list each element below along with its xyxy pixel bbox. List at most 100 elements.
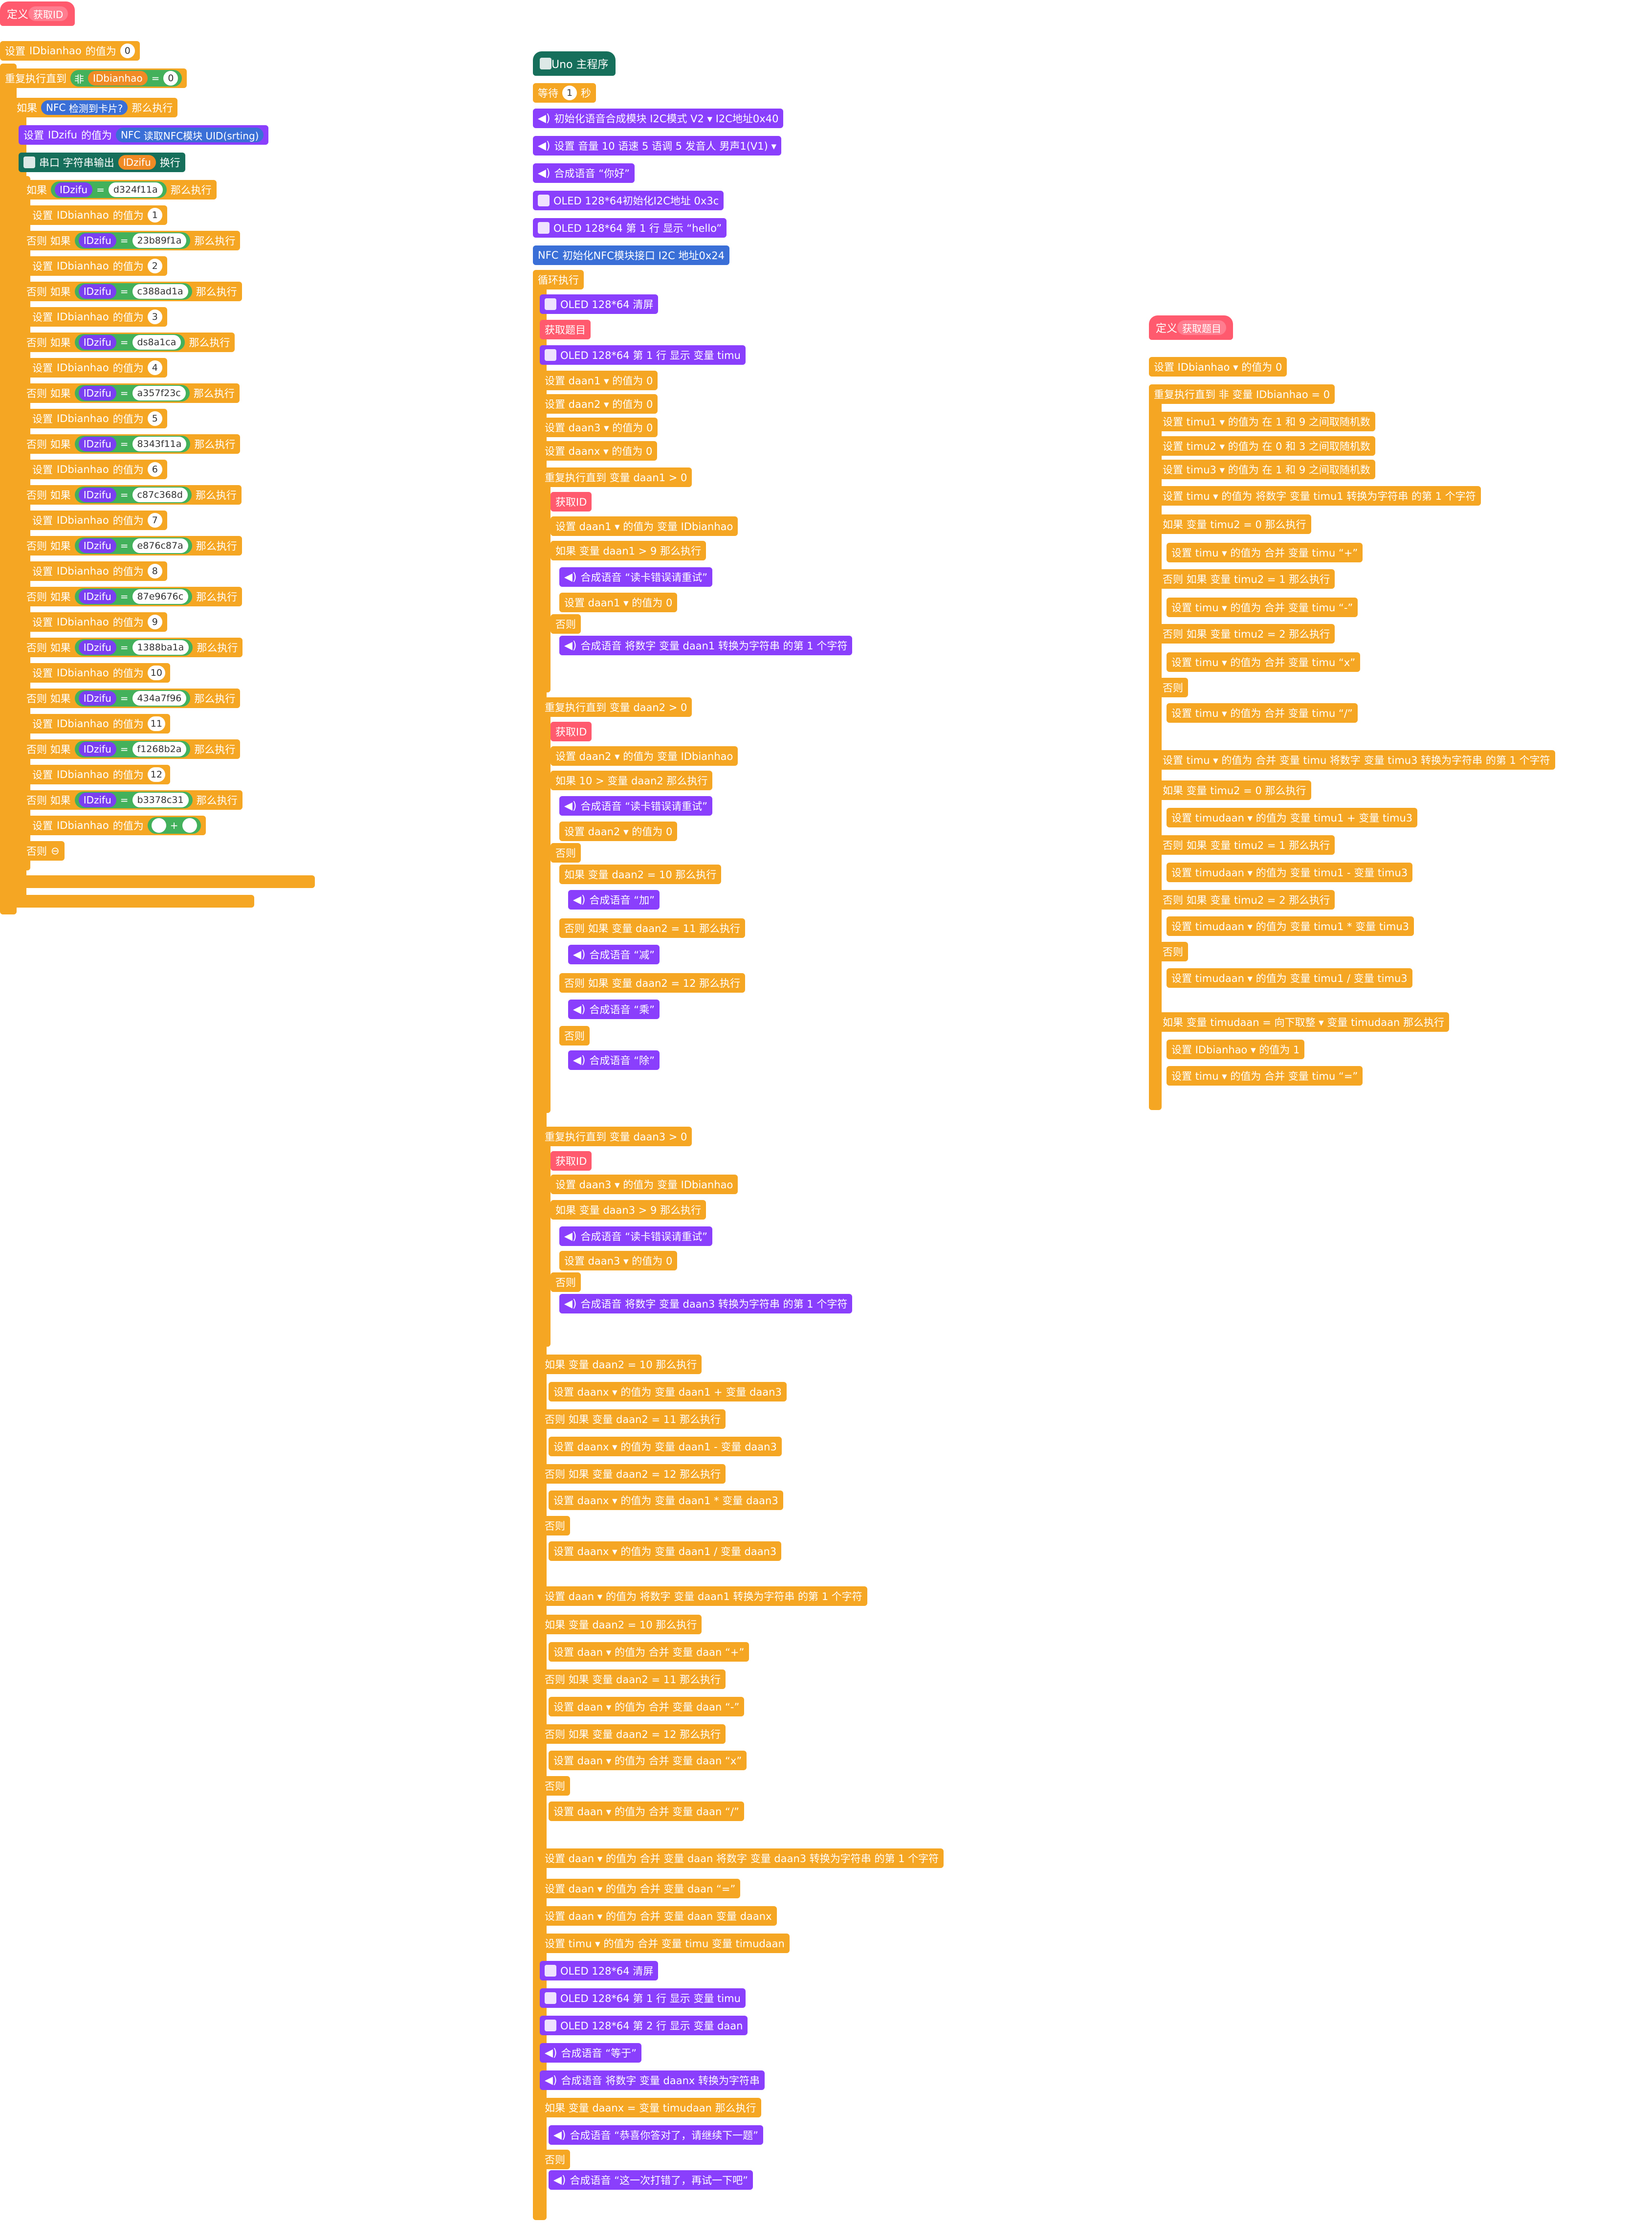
- tts-sub[interactable]: ◀) 合成语音 “减”: [568, 945, 660, 964]
- if-10-gt-daan2[interactable]: 如果 10 > 变量 daan2 那么执行: [551, 771, 713, 790]
- eq-condition[interactable]: IDzifu = f1268b2a: [74, 741, 191, 757]
- id-string[interactable]: c87c368d: [132, 488, 188, 502]
- set-idbianhao-6[interactable]: 设置 IDbianhao 的值为 6: [27, 460, 167, 479]
- tts-div[interactable]: ◀) 合成语音 “除”: [568, 1050, 660, 1070]
- id-string[interactable]: 1388ba1a: [132, 640, 189, 655]
- call-get-id-2[interactable]: 获取ID: [551, 722, 592, 741]
- elif-idzifu-7[interactable]: 否则 如果 IDzifu = c87c368d 那么执行: [22, 485, 242, 505]
- tts-wrong[interactable]: ◀) 合成语音 “这一次打错了，再试一下吧”: [549, 2170, 753, 2190]
- tts-retry-1[interactable]: ◀) 合成语音 “读卡错误请重试”: [559, 567, 712, 587]
- set-daan3-block[interactable]: 设置 daan3 ▾ 的值为 0: [540, 418, 658, 437]
- repeat-until-id[interactable]: 重复执行直到 非 变量 IDbianhao = 0: [1149, 384, 1335, 404]
- elif-idzifu-4[interactable]: 否则 如果 IDzifu = ds8a1ca 那么执行: [22, 333, 235, 352]
- id-string[interactable]: 23b89f1a: [132, 233, 187, 248]
- tts-add[interactable]: ◀) 合成语音 “加”: [568, 890, 660, 910]
- if-correct[interactable]: 如果 变量 daanx = 变量 timudaan 那么执行: [540, 2098, 761, 2117]
- set-daan3-id-block[interactable]: 设置 daan3 ▾ 的值为 变量 IDbianhao: [551, 1175, 738, 1194]
- td-mul[interactable]: 设置 timudaan ▾ 的值为 变量 timu1 * 变量 timu3: [1167, 916, 1414, 936]
- if-daan1-gt9-block[interactable]: 如果 变量 daan1 > 9 那么执行: [551, 541, 706, 560]
- set-idbianhao-4[interactable]: 设置 IDbianhao 的值为 4: [27, 358, 167, 378]
- daan-join-daan3[interactable]: 设置 daan ▾ 的值为 合并 变量 daan 将数字 变量 daan3 转换…: [540, 1848, 944, 1868]
- elif-daan2-12[interactable]: 否则 如果 变量 daan2 = 12 那么执行: [559, 973, 746, 993]
- elif-idzifu-11[interactable]: 否则 如果 IDzifu = 434a7f96 那么执行: [22, 689, 241, 708]
- set-idbianhao-sum[interactable]: 设置 IDbianhao 的值为 +: [27, 816, 206, 835]
- oled-l2[interactable]: OLED 128*64 第 2 行 显示 变量 daan: [540, 2016, 748, 2035]
- td-add[interactable]: 设置 timudaan ▾ 的值为 变量 timu1 + 变量 timu3: [1167, 808, 1418, 827]
- value-input[interactable]: 10: [147, 666, 165, 680]
- eq-condition[interactable]: IDzifu = 23b89f1a: [74, 232, 191, 249]
- tts-daan1[interactable]: ◀) 合成语音 将数字 变量 daan1 转换为字符串 的第 1 个字符: [559, 636, 853, 655]
- timu-plus[interactable]: 设置 timu ▾ 的值为 合并 变量 timu “+”: [1167, 543, 1363, 562]
- set-daan2-id-block[interactable]: 设置 daan2 ▾ 的值为 变量 IDbianhao: [551, 746, 738, 766]
- eq-condition[interactable]: IDzifu = 8343f11a: [74, 436, 191, 452]
- oled-hello-block[interactable]: OLED 128*64 第 1 行 显示 “hello”: [533, 218, 727, 238]
- eq-condition[interactable]: IDzifu = c388ad1a: [74, 283, 192, 300]
- daan-daanx[interactable]: 设置 daan ▾ 的值为 合并 变量 daan 变量 daanx: [540, 1906, 777, 1926]
- id-string[interactable]: d324f11a: [108, 182, 163, 197]
- id-string[interactable]: a357f23c: [132, 386, 186, 400]
- serial-print-block[interactable]: 串口 字符串输出 IDzifu 换行: [19, 153, 185, 172]
- elif-idzifu-12[interactable]: 否则 如果 IDzifu = f1268b2a 那么执行: [22, 739, 241, 759]
- set-idbianhao-2[interactable]: 设置 IDbianhao 的值为 2: [27, 256, 167, 276]
- tts-daan3[interactable]: ◀) 合成语音 将数字 变量 daan3 转换为字符串 的第 1 个字符: [559, 1294, 853, 1313]
- elif-t2-2-b[interactable]: 否则 如果 变量 timu2 = 2 那么执行: [1158, 890, 1335, 910]
- id-string[interactable]: 87e9676c: [132, 589, 189, 604]
- repeat-daan3-block[interactable]: 重复执行直到 变量 daan3 > 0: [540, 1127, 692, 1146]
- elif-idzifu-2[interactable]: 否则 如果 IDzifu = 23b89f1a 那么执行: [22, 231, 241, 250]
- id-string[interactable]: 434a7f96: [132, 691, 187, 706]
- set-idbianhao-8[interactable]: 设置 IDbianhao 的值为 8: [27, 561, 167, 581]
- value-input[interactable]: 8: [147, 564, 162, 578]
- wait-block[interactable]: 等待 1 秒: [533, 83, 596, 103]
- else-2[interactable]: 否则: [551, 843, 581, 863]
- tts-retry-2[interactable]: ◀) 合成语音 “读卡错误请重试”: [559, 796, 712, 816]
- timu-div[interactable]: 设置 timu ▾ 的值为 合并 变量 timu “/”: [1167, 703, 1358, 723]
- timu-timudaan[interactable]: 设置 timu ▾ 的值为 合并 变量 timu 变量 timudaan: [540, 1934, 790, 1953]
- set-idbianhao-9[interactable]: 设置 IDbianhao 的值为 9: [27, 612, 167, 632]
- daan-divide[interactable]: 设置 daan ▾ 的值为 合并 变量 daan “/”: [549, 1801, 744, 1821]
- if-daan2-10-c[interactable]: 如果 变量 daan2 = 10 那么执行: [540, 1615, 702, 1634]
- not-condition[interactable]: 非 IDbianhao = 0: [70, 70, 182, 87]
- repeat-until-block[interactable]: 重复执行直到 非 IDbianhao = 0: [0, 68, 187, 88]
- nfc-init-block[interactable]: NFC 初始化NFC模块接口 I2C 地址0x24: [533, 245, 729, 265]
- elif-idzifu-5[interactable]: 否则 如果 IDzifu = a357f23c 那么执行: [22, 383, 240, 403]
- set-idbianhao-7[interactable]: 设置 IDbianhao 的值为 7: [27, 511, 167, 530]
- elif-idzifu-10[interactable]: 否则 如果 IDzifu = 1388ba1a 那么执行: [22, 638, 243, 657]
- if-nfc-block[interactable]: 如果 NFC 检测到卡片? 那么执行: [12, 98, 178, 117]
- if-daan2-10-b[interactable]: 如果 变量 daan2 = 10 那么执行: [540, 1355, 702, 1374]
- timu-minus[interactable]: 设置 timu ▾ 的值为 合并 变量 timu “-”: [1167, 598, 1358, 617]
- elif-daan2-11-c[interactable]: 否则 如果 变量 daan2 = 11 那么执行: [540, 1669, 726, 1689]
- elif-idzifu-9[interactable]: 否则 如果 IDzifu = 87e9676c 那么执行: [22, 587, 242, 606]
- eq-condition[interactable]: IDzifu = 1388ba1a: [74, 639, 193, 656]
- eq-condition[interactable]: IDzifu = 434a7f96: [74, 690, 191, 707]
- value-input[interactable]: 2: [147, 259, 162, 273]
- call-get-id-1[interactable]: 获取ID: [551, 492, 592, 512]
- id-string[interactable]: ds8a1ca: [132, 335, 181, 350]
- zero-value[interactable]: 0: [163, 71, 178, 86]
- tts-retry-3[interactable]: ◀) 合成语音 “读卡错误请重试”: [559, 1226, 712, 1246]
- elif-idzifu-3[interactable]: 否则 如果 IDzifu = c388ad1a 那么执行: [22, 282, 242, 301]
- else-r2[interactable]: 否则: [1158, 942, 1188, 961]
- eq-condition[interactable]: IDzifu = c87c368d: [74, 487, 192, 503]
- call-get-id-3[interactable]: 获取ID: [551, 1151, 592, 1171]
- id-string[interactable]: f1268b2a: [132, 742, 187, 756]
- elif-idzifu-13[interactable]: 否则 如果 IDzifu = b3378c31 那么执行: [22, 790, 242, 810]
- daan-minus[interactable]: 设置 daan ▾ 的值为 合并 变量 daan “-”: [549, 1697, 745, 1716]
- else-block[interactable]: 否则 ⊖: [22, 841, 65, 861]
- loop-block[interactable]: 循环执行: [533, 270, 584, 289]
- elif-t2-2[interactable]: 否则 如果 变量 timu2 = 2 那么执行: [1158, 624, 1335, 644]
- value-input[interactable]: 1: [147, 208, 162, 222]
- define-question-block[interactable]: 定义 获取题目: [1149, 315, 1233, 340]
- set-idb0[interactable]: 设置 IDbianhao ▾ 的值为 0: [1149, 357, 1287, 377]
- set-idbianhao-3[interactable]: 设置 IDbianhao 的值为 3: [27, 307, 167, 327]
- set-daan1-block[interactable]: 设置 daan1 ▾ 的值为 0: [540, 371, 658, 390]
- elif-daan2-12-b[interactable]: 否则 如果 变量 daan2 = 12 那么执行: [540, 1464, 726, 1484]
- value-input[interactable]: 6: [147, 462, 162, 477]
- elif-daan2-11-b[interactable]: 否则 如果 变量 daan2 = 11 那么执行: [540, 1409, 726, 1429]
- value-input[interactable]: 7: [147, 513, 162, 528]
- reset-daan2[interactable]: 设置 daan2 ▾ 的值为 0: [559, 822, 678, 841]
- id-string[interactable]: e876c87a: [132, 538, 188, 553]
- daan-from-daan1[interactable]: 设置 daan ▾ 的值为 将数字 变量 daan1 转换为字符串 的第 1 个…: [540, 1586, 867, 1606]
- init-tts-block[interactable]: ◀) 初始化语音合成模块 I2C模式 V2 ▾ I2C地址0x40: [533, 109, 784, 128]
- elif-t2-1-b[interactable]: 否则 如果 变量 timu2 = 1 那么执行: [1158, 835, 1335, 855]
- oled-clear-block[interactable]: OLED 128*64 清屏: [540, 294, 659, 314]
